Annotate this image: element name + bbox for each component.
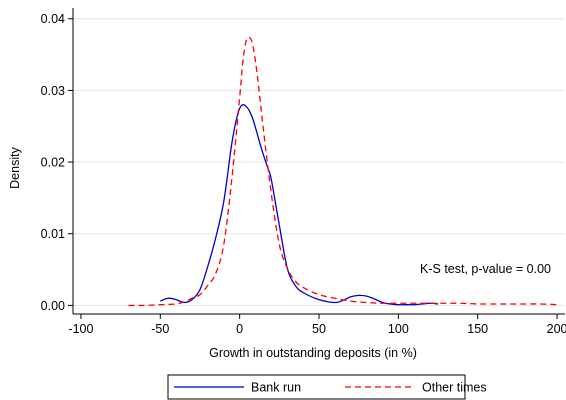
series-lines [128,36,558,307]
series-line-other-times [128,36,558,307]
x-axis-label: Growth in outstanding deposits (in %) [209,346,417,360]
y-tick-label: 0.02 [41,156,65,170]
y-axis-label: Density [8,146,22,188]
x-tick-label: 50 [312,322,326,336]
legend: Bank run Other times [167,374,487,400]
x-tick-label: 100 [388,322,409,336]
y-tick-label: 0.00 [41,299,65,313]
x-tick-label: -50 [151,322,169,336]
y-tick-label: 0.04 [41,12,65,26]
ks-test-annotation: K-S test, p-value = 0.00 [420,262,551,276]
x-tick-label: 200 [547,322,566,336]
x-tick-label: 0 [236,322,243,336]
x-tick-label: 150 [467,322,488,336]
legend-label-bank-run: Bank run [251,381,301,395]
x-tick-label: -100 [68,322,93,336]
y-tick-label: 0.03 [41,84,65,98]
y-axis: 0.00 0.01 0.02 0.03 0.04 [41,8,74,314]
legend-label-other-times: Other times [422,381,487,395]
x-axis: -100 -50 0 50 100 150 200 [68,313,566,336]
gridlines [73,18,565,306]
y-tick-label: 0.01 [41,227,65,241]
